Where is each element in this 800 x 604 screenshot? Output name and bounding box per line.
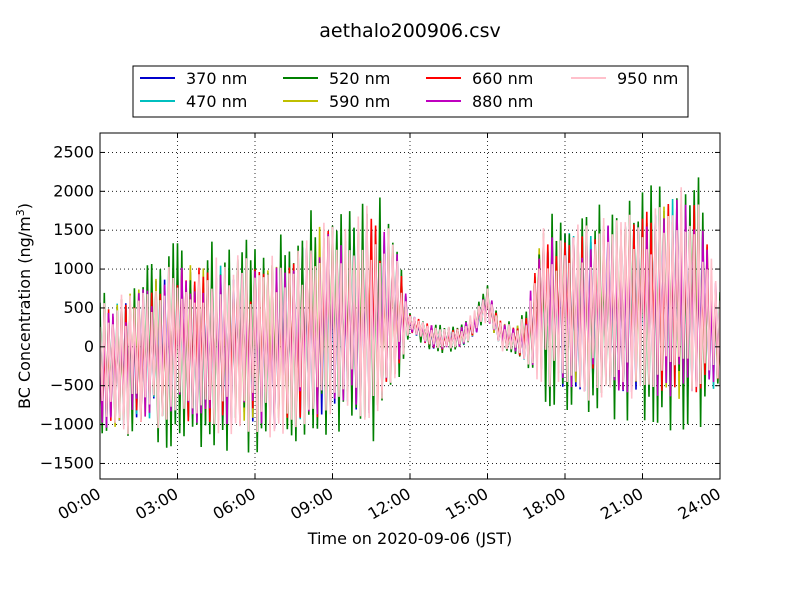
- x-tick-label: 18:00: [520, 484, 569, 524]
- y-axis-label: BC Concentration (ng/m3): [14, 203, 34, 409]
- x-tick-label: 09:00: [287, 484, 336, 524]
- y-tick-label: −1000: [40, 415, 94, 434]
- x-tick-label: 21:00: [597, 484, 646, 524]
- y-tick-label: −1500: [40, 453, 94, 472]
- x-tick-label: 24:00: [675, 484, 724, 524]
- legend: 370 nm 470 nm 520 nm 590 nm 660 nm 880 nm 950 …: [132, 65, 689, 118]
- y-tick-label: 1000: [53, 259, 94, 278]
- chart-title: aethalo200906.csv: [319, 20, 501, 42]
- x-axis-label: Time on 2020-09-06 (JST): [307, 529, 512, 548]
- y-tick-label: 2500: [53, 142, 94, 161]
- y-axis-label-main: BC Concentration (ng/m: [15, 216, 34, 409]
- x-tick-label: 12:00: [365, 484, 414, 524]
- legend-label: 520 nm: [329, 69, 390, 88]
- y-tick-label: 2000: [53, 181, 94, 200]
- legend-label: 370 nm: [186, 69, 247, 88]
- legend-frame: [132, 65, 689, 118]
- y-tick-label: 1500: [53, 220, 94, 239]
- legend-label: 880 nm: [472, 92, 533, 111]
- legend-label: 590 nm: [329, 92, 390, 111]
- y-tick-label: −500: [50, 376, 94, 395]
- legend-label: 660 nm: [472, 69, 533, 88]
- series-line-950-nm: [100, 187, 720, 438]
- legend-label: 950 nm: [617, 69, 678, 88]
- x-tick-label: 00:00: [55, 484, 104, 524]
- series-lines: [100, 177, 720, 453]
- y-tick-label: 500: [63, 298, 94, 317]
- y-axis-label-superscript: 3: [14, 209, 27, 216]
- x-tick-label: 06:00: [210, 484, 259, 524]
- x-tick-label: 03:00: [132, 484, 181, 524]
- y-tick-label: 0: [84, 337, 94, 356]
- x-tick-label: 15:00: [442, 484, 491, 524]
- legend-label: 470 nm: [186, 92, 247, 111]
- y-axis-label-suffix: ): [15, 203, 34, 209]
